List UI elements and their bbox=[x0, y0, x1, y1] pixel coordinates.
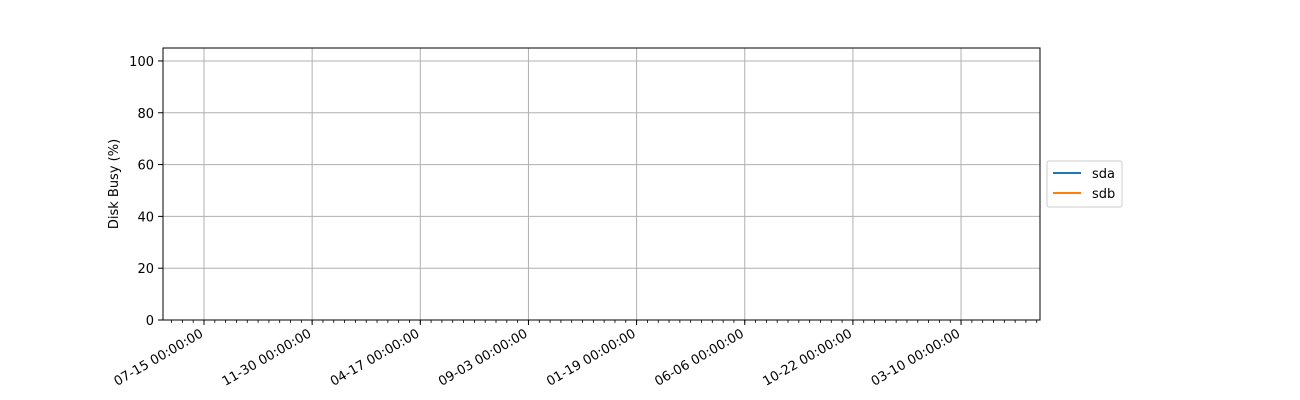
y-tick-label: 0 bbox=[146, 314, 154, 329]
legend: sda sdb bbox=[1046, 160, 1123, 208]
plot-frame bbox=[162, 47, 1041, 321]
y-tick-label: 80 bbox=[137, 107, 154, 122]
x-tick-label: 03-10 00:00:00 bbox=[869, 326, 963, 389]
x-tick-label: 09-03 00:00:00 bbox=[436, 326, 530, 389]
grid bbox=[163, 48, 1040, 321]
y-axis: 0 20 40 60 80 100 bbox=[129, 55, 163, 329]
y-tick-label: 60 bbox=[137, 159, 154, 174]
y-axis-label: Disk Busy (%) bbox=[107, 139, 122, 229]
legend-label-sdb: sdb bbox=[1092, 187, 1115, 202]
x-tick-label: 06-06 00:00:00 bbox=[652, 326, 746, 389]
y-tick-label: 20 bbox=[137, 262, 154, 277]
x-axis: 07-15 00:00:00 11-30 00:00:00 04-17 00:00:… bbox=[112, 320, 1038, 390]
x-tick-label: 01-19 00:00:00 bbox=[544, 326, 638, 389]
y-tick-label: 100 bbox=[129, 55, 154, 70]
x-tick-label: 10-22 00:00:00 bbox=[761, 326, 855, 389]
x-tick-label: 04-17 00:00:00 bbox=[328, 326, 422, 389]
plot-background bbox=[163, 48, 1040, 320]
x-tick-label: 07-15 00:00:00 bbox=[112, 326, 206, 389]
x-tick-label: 11-30 00:00:00 bbox=[220, 326, 314, 389]
y-tick-label: 40 bbox=[137, 210, 154, 225]
legend-label-sda: sda bbox=[1092, 167, 1115, 182]
